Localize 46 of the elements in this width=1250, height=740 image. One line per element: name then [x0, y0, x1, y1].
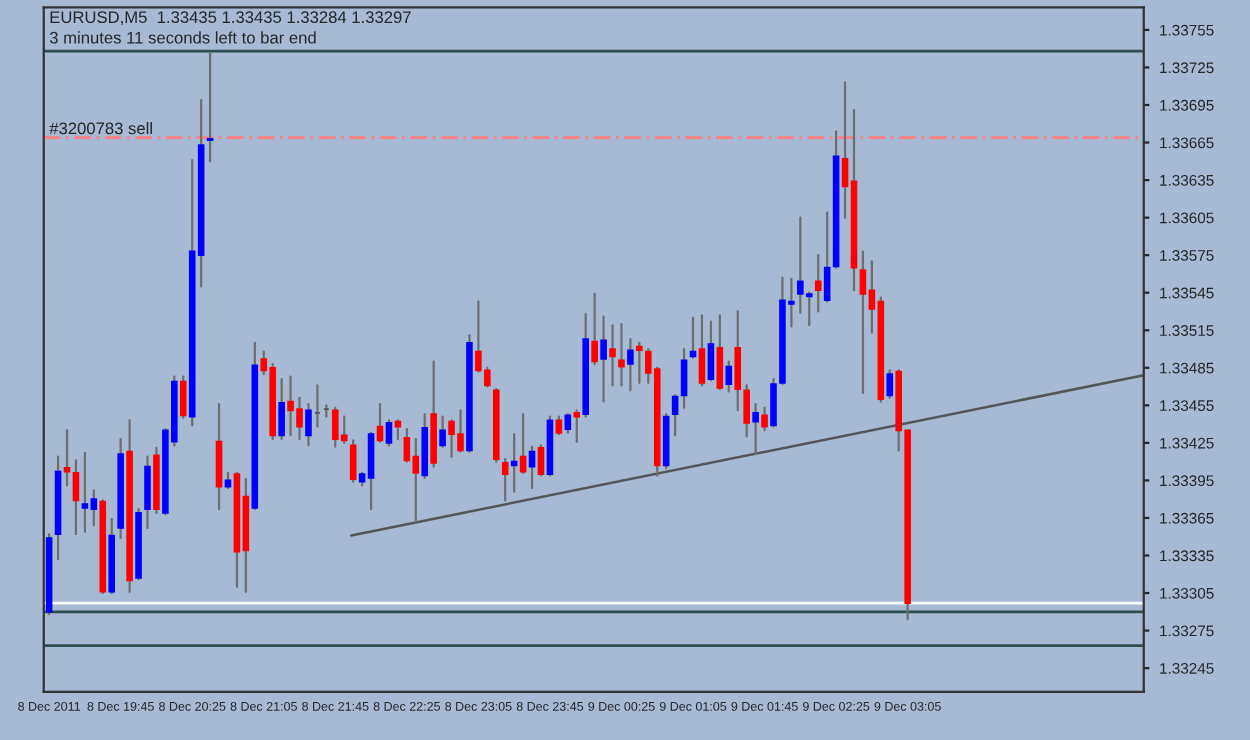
candlestick [698, 314, 706, 387]
candlestick [385, 419, 393, 447]
candlestick [215, 402, 223, 511]
candlestick [510, 433, 518, 493]
candlestick [600, 315, 607, 403]
candlestick [680, 347, 688, 409]
candlestick [671, 394, 679, 437]
candlestick [609, 324, 616, 387]
candlestick [716, 314, 724, 391]
candlestick [349, 439, 357, 483]
candlestick [206, 52, 214, 163]
candlestick [412, 438, 420, 525]
candlestick [144, 455, 151, 530]
candlestick [305, 402, 312, 447]
candlestick [421, 412, 429, 480]
candlestick [886, 369, 894, 399]
ref-line-label: #3200783 sell [49, 122, 152, 135]
candlestick [179, 375, 187, 419]
text: 3 minutes 11 seconds left to bar end [49, 31, 316, 44]
candlestick [761, 406, 768, 432]
candlestick [367, 431, 375, 511]
candlestick [278, 377, 285, 441]
candlestick [573, 409, 581, 443]
candlestick [618, 322, 625, 387]
candlestick [72, 459, 80, 536]
candlestick [725, 360, 733, 393]
chart-title: EURUSD,M5 1.33435 1.33435 1.33284 1.33297 [50, 11, 411, 26]
candlestick [63, 429, 71, 487]
candlestick [752, 402, 759, 456]
candlestick [528, 445, 536, 490]
candlestick [564, 412, 572, 434]
candlestick [823, 211, 831, 303]
candlestick [814, 254, 822, 313]
candlestick [707, 320, 715, 382]
candlestick [439, 415, 446, 448]
candlestick [537, 444, 545, 477]
candlestick [90, 489, 98, 527]
candlestick [859, 250, 867, 394]
candlestick [591, 292, 598, 366]
candlestick [376, 402, 384, 443]
candlestick [340, 415, 348, 444]
candlestick [519, 412, 527, 475]
candlestick [627, 337, 634, 392]
candlestick [81, 451, 89, 533]
candlestick [636, 341, 643, 384]
candlestick [501, 458, 509, 502]
